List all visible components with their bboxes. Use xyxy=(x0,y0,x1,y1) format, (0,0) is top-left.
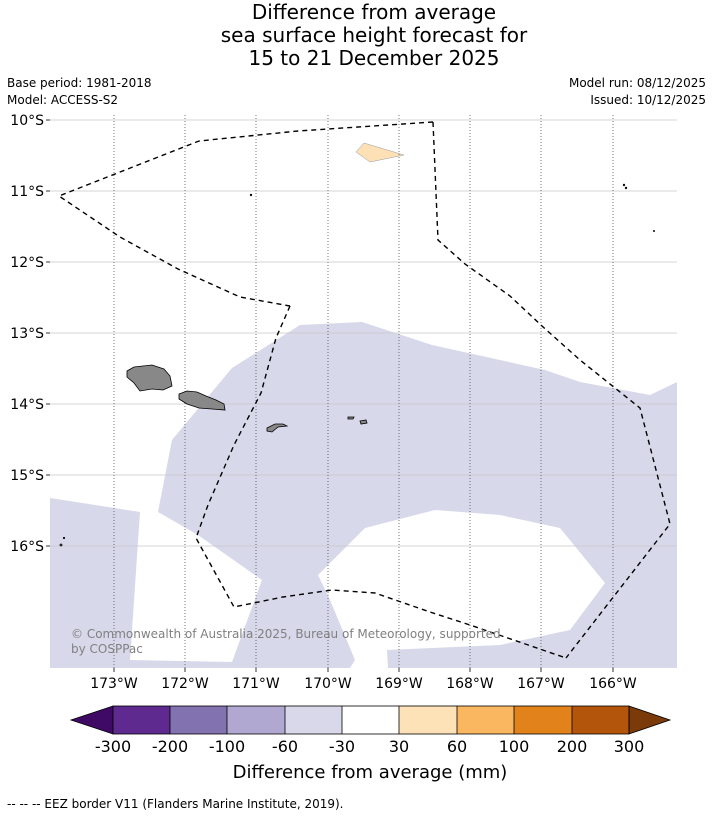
model-run-label: Model run: 08/12/2025 xyxy=(568,76,706,90)
lat-label-11s: 11°S xyxy=(10,184,44,200)
colorbar-segment-8 xyxy=(514,706,572,734)
lon-label-171w: 171°W xyxy=(232,676,280,692)
cb-tick-1: -200 xyxy=(152,737,188,756)
eez-border-cook-islands xyxy=(432,121,671,659)
island-ofu xyxy=(347,416,355,420)
latitude-gridlines xyxy=(50,119,677,547)
cb-tick-7: 100 xyxy=(499,737,530,756)
lon-label-166w: 166°W xyxy=(589,676,637,692)
island-tau xyxy=(359,419,368,425)
lat-label-15s: 15°S xyxy=(10,468,44,484)
cb-tick-0: -300 xyxy=(95,737,131,756)
eez-borders xyxy=(57,121,671,659)
cb-tick-3: -60 xyxy=(272,737,298,756)
lon-label-170w: 170°W xyxy=(304,676,352,692)
lon-label-169w: 169°W xyxy=(375,676,423,692)
lon-label-167w: 167°W xyxy=(517,676,565,692)
map-area: © Commonwealth of Australia 2025, Bureau… xyxy=(50,115,677,668)
eez-border-legend: -- -- -- EEZ border V11 (Flanders Marine… xyxy=(7,797,344,811)
colorbar-segment-2 xyxy=(170,706,227,734)
colorbar-segment-9 xyxy=(572,706,629,734)
colorbar: -300 -200 -100 -60 -30 30 60 100 200 300… xyxy=(69,705,672,783)
copyright-line-1: © Commonwealth of Australia 2025, Bureau… xyxy=(71,627,501,641)
cb-tick-5: 30 xyxy=(389,737,409,756)
colorbar-extend-high xyxy=(628,705,672,735)
map-title-line-2: sea surface height forecast for xyxy=(220,23,528,47)
colorbar-dividers xyxy=(169,706,573,734)
map-title-line-3: 15 to 21 December 2025 xyxy=(248,46,500,70)
islet-northeast-1 xyxy=(622,183,626,187)
lat-label-16s: 16°S xyxy=(10,539,44,555)
colorbar-segment-1 xyxy=(113,706,170,734)
base-period-label: Base period: 1981-2018 xyxy=(7,76,152,90)
cb-tick-9: 300 xyxy=(614,737,645,756)
islet-rose xyxy=(59,543,63,547)
islet-rose-2 xyxy=(62,536,66,540)
colorbar-outline xyxy=(112,705,630,735)
eez-border-american-samoa xyxy=(195,305,567,659)
land-masses xyxy=(59,183,656,547)
colorbar-tick-labels: -300 -200 -100 -60 -30 30 60 100 200 300 xyxy=(95,737,644,756)
lat-label-13s: 13°S xyxy=(10,326,44,342)
lon-label-168w: 168°W xyxy=(446,676,494,692)
colorbar-segment-3 xyxy=(227,706,285,734)
lat-label-10s: 10°S xyxy=(10,113,44,129)
islet-east xyxy=(653,229,656,232)
cb-tick-8: 200 xyxy=(557,737,588,756)
lon-label-172w: 172°W xyxy=(161,676,209,692)
longitude-labels: 173°W 172°W 171°W 170°W 169°W 168°W 167°… xyxy=(90,676,637,692)
issued-label: Issued: 10/12/2025 xyxy=(590,93,706,107)
lat-label-12s: 12°S xyxy=(10,255,44,271)
colorbar-segment-6 xyxy=(399,706,457,734)
colorbar-segment-7 xyxy=(457,706,514,734)
islet-northeast-2 xyxy=(624,186,628,190)
colorbar-title: Difference from average (mm) xyxy=(233,762,508,783)
colorbar-segment-5 xyxy=(342,706,399,734)
map-title-line-1: Difference from average xyxy=(251,0,497,24)
island-upolu xyxy=(178,390,226,411)
island-tutuila xyxy=(266,423,289,433)
colorbar-segment-4 xyxy=(285,706,342,734)
island-savaii xyxy=(126,364,173,392)
anomaly-region-positive xyxy=(355,142,405,163)
model-label: Model: ACCESS-S2 xyxy=(7,93,119,107)
lon-label-173w: 173°W xyxy=(90,676,138,692)
cb-tick-4: -30 xyxy=(329,737,355,756)
map-ticks xyxy=(46,119,614,672)
copyright-line-2: by COSPPac xyxy=(71,642,143,656)
colorbar-extend-low xyxy=(69,705,114,735)
cb-tick-6: 60 xyxy=(447,737,467,756)
cb-tick-2: -100 xyxy=(209,737,245,756)
lat-label-14s: 14°S xyxy=(10,397,44,413)
latitude-labels: 10°S 11°S 12°S 13°S 14°S 15°S 16°S xyxy=(10,113,44,555)
islet-swains xyxy=(249,193,253,197)
